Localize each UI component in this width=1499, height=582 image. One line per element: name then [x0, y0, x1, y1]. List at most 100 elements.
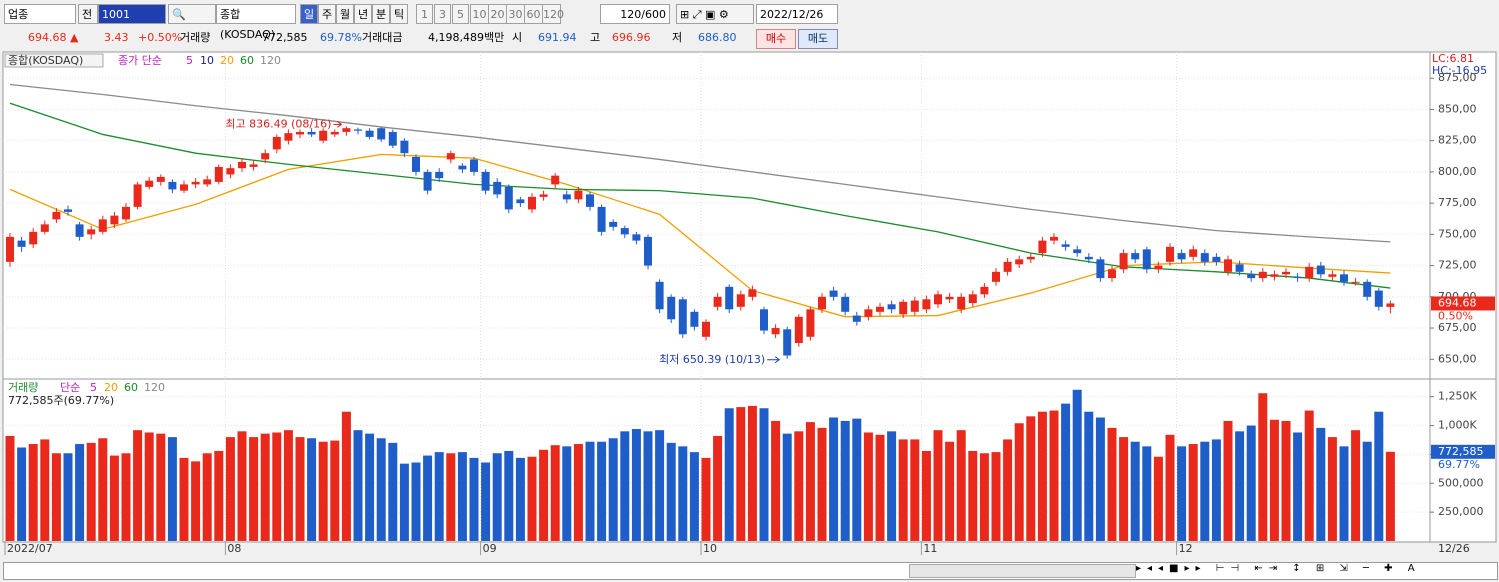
last-volume-box	[1431, 444, 1495, 459]
volume-bar	[724, 408, 734, 541]
candle-body	[1096, 259, 1105, 279]
candle-body	[342, 128, 351, 132]
volume-bar	[214, 450, 224, 541]
candle-body	[957, 296, 966, 310]
low: 686.80	[698, 31, 737, 44]
volume-bar	[40, 439, 50, 541]
period-button[interactable]: 일	[300, 4, 318, 24]
search-button[interactable]: 🔍	[168, 4, 216, 24]
volume-bar	[1037, 411, 1047, 541]
volume-bar	[109, 455, 119, 541]
volume-bar	[75, 444, 85, 541]
interval-button[interactable]: 60	[524, 4, 543, 24]
interval-button[interactable]: 120	[542, 4, 564, 24]
code-input[interactable]: 1001	[98, 4, 166, 24]
candle-body	[191, 181, 200, 185]
name: 종합(KOSDAQ)	[220, 8, 276, 41]
scroll-thumb[interactable]	[909, 564, 1136, 578]
candle-body	[864, 309, 873, 317]
interval-button[interactable]: 10	[470, 4, 489, 24]
legend-text: 120	[260, 54, 281, 67]
candle-body	[6, 236, 14, 262]
volume-bar	[678, 446, 688, 541]
volume-bar	[1177, 446, 1187, 541]
candle-body	[1316, 265, 1325, 275]
volume-bar	[17, 447, 27, 541]
volume-bar	[330, 440, 340, 541]
candle-body	[586, 194, 594, 207]
candle-body	[122, 206, 130, 220]
volume-bar	[1026, 416, 1036, 541]
candle-body	[678, 299, 687, 335]
candle-body	[1200, 253, 1209, 262]
volume-bar	[666, 442, 676, 541]
all-button[interactable]: 전	[78, 4, 98, 24]
y-tick-label: 250,000	[1438, 505, 1484, 518]
volume-bar	[1095, 417, 1105, 541]
volume-bar	[399, 463, 409, 541]
interval-button[interactable]: 20	[488, 4, 507, 24]
scroll-buttons[interactable]: ▸◂◂■▸▸ ⊢⊣ ⇤⇥ ↕ ⊞ ⇲ ─ ✚ A	[1136, 563, 1421, 574]
volume-bar	[643, 431, 653, 541]
period-button[interactable]: 월	[336, 4, 354, 24]
candle-body	[168, 181, 177, 190]
y-tick-label: 675,00	[1438, 321, 1477, 334]
candle-body	[98, 219, 107, 232]
candle-body	[841, 296, 850, 312]
candle-body	[1224, 259, 1232, 272]
candle-body	[481, 171, 490, 191]
period-button[interactable]: 년	[354, 4, 372, 24]
y-tick-label: 725,00	[1438, 259, 1477, 272]
volume-bar	[1119, 437, 1129, 541]
interval-button[interactable]: 3	[434, 4, 451, 24]
interval-button[interactable]: 30	[506, 4, 525, 24]
candle-body	[319, 130, 328, 141]
market-select[interactable]: 업종	[4, 4, 76, 24]
lc-label: LC:6.81	[1432, 52, 1474, 65]
candle-body	[980, 286, 989, 295]
interval-button[interactable]: 5	[452, 4, 469, 24]
candle-body	[423, 171, 432, 191]
open-label: 시	[512, 31, 523, 44]
interval-button[interactable]: 1	[416, 4, 433, 24]
x-tick-label: 11	[923, 542, 937, 555]
candle-body	[539, 194, 548, 197]
candle-body	[1142, 249, 1151, 270]
volume-bar	[51, 453, 61, 541]
candle-body	[1166, 246, 1174, 262]
candle-body	[470, 159, 478, 172]
code: 1001	[102, 8, 130, 21]
volume: 772,585	[262, 31, 308, 44]
volume-bar	[179, 457, 189, 541]
candle-body	[968, 294, 977, 304]
volume-bar	[1165, 434, 1175, 541]
count: 120/600	[620, 8, 666, 21]
candle-body	[771, 328, 780, 335]
period-button[interactable]: 분	[372, 4, 390, 24]
tool-buttons[interactable]: ⊞ ⤢ ▣ ⚙	[676, 4, 754, 24]
change: 3.43	[104, 31, 129, 44]
buy-button[interactable]: 매수	[756, 29, 796, 49]
volume-bar	[979, 453, 989, 541]
legend-text: 5	[186, 54, 193, 67]
high-arrow	[333, 120, 343, 128]
volume-bar	[469, 457, 479, 541]
volume-bar	[887, 431, 897, 541]
y-tick-label: 750,00	[1438, 227, 1477, 240]
sell-button[interactable]: 매도	[798, 29, 838, 49]
volume-bar	[1235, 431, 1245, 541]
change-pct: +0.50%	[138, 31, 183, 44]
candle-body	[400, 140, 409, 154]
candle-body	[261, 153, 270, 160]
low-arrow	[767, 356, 781, 364]
volume-bar	[1327, 437, 1337, 541]
volume-bar	[272, 432, 282, 541]
period-button[interactable]: 틱	[390, 4, 408, 24]
period-button[interactable]: 주	[318, 4, 336, 24]
candle-body	[17, 240, 26, 247]
date-field[interactable]: 2022/12/26	[756, 4, 838, 24]
candle-body	[760, 309, 768, 331]
volume-bar	[956, 430, 966, 541]
volume-bar	[1003, 439, 1013, 541]
scrollbar[interactable]: ▸◂◂■▸▸ ⊢⊣ ⇤⇥ ↕ ⊞ ⇲ ─ ✚ A	[3, 562, 1498, 580]
